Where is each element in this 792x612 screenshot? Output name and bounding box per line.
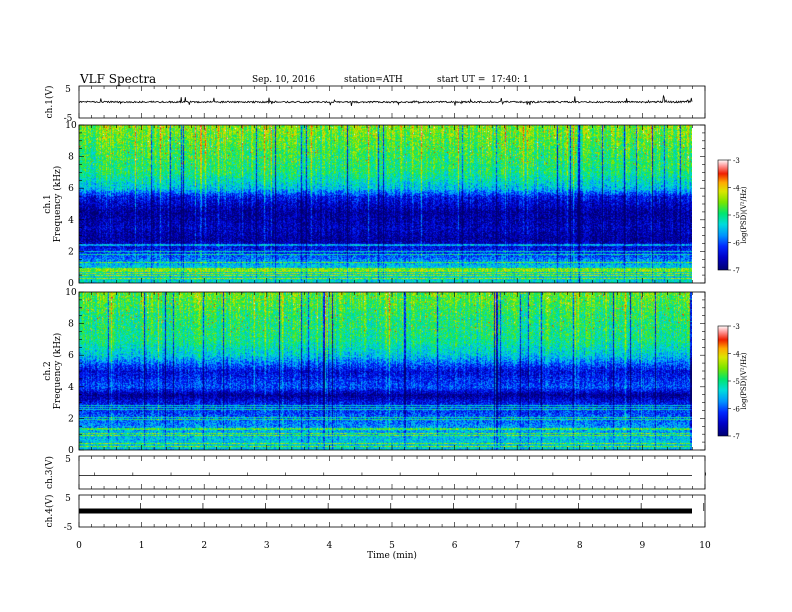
y-tick-label: -5: [64, 114, 73, 124]
x-tick-label: 6: [452, 541, 458, 551]
y-tick-label: 4: [68, 216, 74, 226]
x-tick-label: 9: [640, 541, 646, 551]
colorbar-tick-label: -4: [733, 185, 740, 193]
x-tick-label: 10: [699, 541, 711, 551]
y-axis-label: Frequency (kHz): [52, 333, 63, 410]
y-tick-label: 2: [68, 414, 74, 424]
ch1-spectrogram-image: [79, 125, 692, 283]
y-tick-label: 5: [65, 455, 71, 465]
y-axis-label: ch.4(V): [44, 495, 55, 528]
y-tick-label: 8: [68, 153, 74, 163]
colorbar-tick-label: -5: [733, 212, 740, 220]
colorbar-tick-label: -6: [733, 240, 740, 248]
x-tick-label: 8: [577, 541, 583, 551]
y-tick-label: 6: [68, 184, 74, 194]
x-axis-label: Time (min): [367, 550, 417, 561]
colorbar-tick-label: -6: [733, 406, 740, 414]
x-tick-label: 1: [139, 541, 145, 551]
colorbar-tick-label: -7: [733, 433, 740, 441]
y-tick-label: 5: [65, 494, 71, 504]
y-axis-label: ch.2: [43, 361, 53, 380]
x-tick-label: 4: [327, 541, 333, 551]
y-axis-label: ch.1(V): [44, 86, 55, 119]
colorbar-tick-label: -3: [733, 323, 740, 331]
date-label: Sep. 10, 2016: [252, 75, 316, 85]
y-tick-label: 2: [68, 247, 74, 257]
y-tick-label: 0: [68, 279, 74, 289]
colorbar-tick-label: -7: [733, 267, 740, 275]
y-tick-label: 5: [65, 85, 71, 95]
colorbar-tick-label: -4: [733, 351, 740, 359]
y-tick-label: 10: [65, 121, 77, 131]
x-tick-label: 0: [76, 541, 82, 551]
y-tick-label: 4: [68, 383, 74, 393]
station-label: station=ATH: [344, 75, 403, 85]
colorbar-label: log(PSD)(V²/Hz): [740, 186, 748, 243]
x-tick-label: 3: [264, 541, 270, 551]
x-tick-label: 7: [514, 541, 520, 551]
colorbar-tick-label: -3: [733, 157, 740, 165]
y-tick-label: 6: [68, 351, 74, 361]
ch1-colorbar-gradient: [718, 160, 728, 270]
y-tick-label: 10: [65, 288, 77, 298]
chart-title: VLF Spectra: [80, 72, 157, 86]
y-axis-label: Frequency (kHz): [52, 166, 63, 243]
ch2-spectrogram-image: [79, 292, 692, 450]
x-tick-label: 5: [389, 541, 395, 551]
ch4-waveform-line: [79, 508, 692, 514]
colorbar-label: log(PSD)(V²/Hz): [740, 352, 748, 409]
colorbar-tick-label: -5: [733, 378, 740, 386]
y-axis-label: ch.3(V): [44, 456, 55, 489]
y-tick-label: 8: [68, 320, 74, 330]
ch2-colorbar-gradient: [718, 326, 728, 436]
x-tick-label: 2: [201, 541, 207, 551]
y-tick-label: -5: [64, 523, 73, 533]
y-tick-label: 0: [68, 446, 74, 456]
y-axis-label: ch.1: [43, 194, 53, 213]
start-time-label: start UT = 17:40: 1: [437, 75, 529, 85]
ch1-waveform-line: [78, 94, 693, 106]
